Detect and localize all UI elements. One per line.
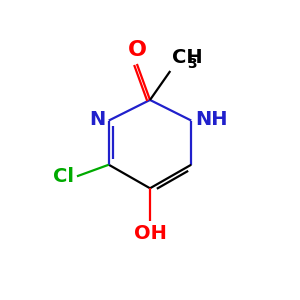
Text: 3: 3 bbox=[187, 57, 197, 71]
Text: OH: OH bbox=[134, 224, 166, 243]
Text: Cl: Cl bbox=[53, 167, 74, 186]
Text: N: N bbox=[89, 110, 105, 129]
Text: NH: NH bbox=[195, 110, 227, 129]
Text: O: O bbox=[128, 40, 146, 60]
Text: CH: CH bbox=[172, 49, 203, 68]
